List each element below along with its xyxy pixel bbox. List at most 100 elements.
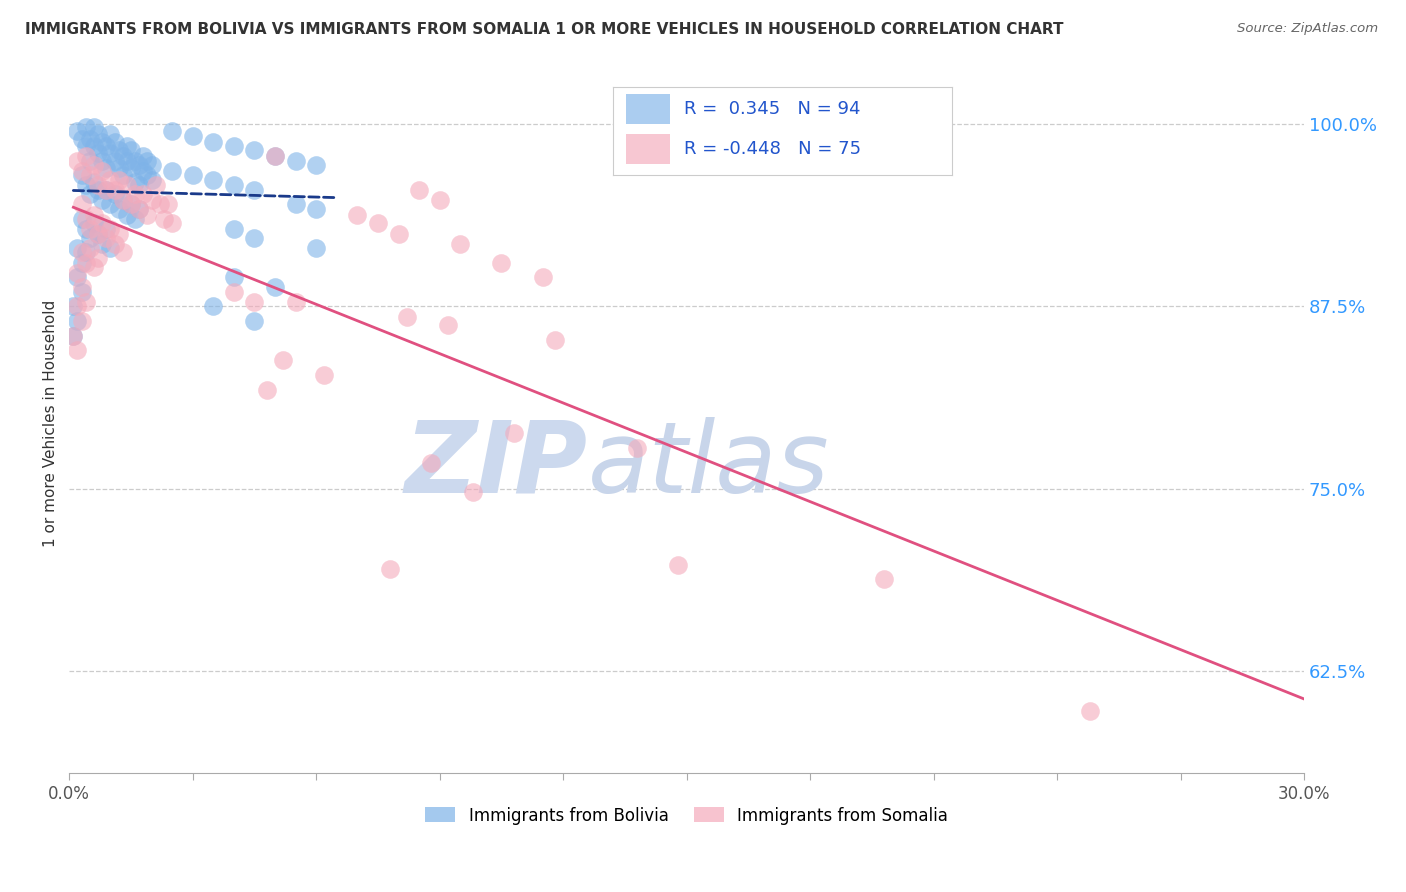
Point: [75, 245, 97, 260]
Point: [284, 295, 307, 310]
Point: [103, 153, 125, 168]
Point: [264, 280, 287, 294]
Point: [75, 139, 97, 153]
Point: [124, 153, 146, 168]
Point: [271, 353, 294, 368]
Point: [83, 216, 105, 230]
Point: [668, 558, 690, 572]
Point: [107, 161, 129, 175]
Point: [75, 222, 97, 236]
Point: [70, 163, 93, 178]
Point: [1078, 704, 1101, 718]
Text: atlas: atlas: [588, 417, 830, 514]
Point: [132, 187, 155, 202]
Point: [70, 245, 93, 260]
Point: [115, 208, 138, 222]
Point: [70, 131, 93, 145]
Point: [264, 149, 287, 163]
Point: [202, 135, 225, 149]
Point: [83, 260, 105, 274]
Point: [79, 131, 101, 145]
Text: Source: ZipAtlas.com: Source: ZipAtlas.com: [1237, 22, 1378, 36]
Point: [157, 197, 180, 211]
Point: [100, 241, 122, 255]
Point: [83, 208, 105, 222]
Point: [96, 161, 118, 175]
Point: [120, 197, 142, 211]
Point: [145, 178, 167, 193]
Point: [128, 202, 150, 216]
Point: [103, 236, 125, 251]
Point: [160, 216, 183, 230]
Point: [136, 168, 159, 182]
Point: [449, 236, 471, 251]
Point: [62, 328, 84, 343]
Point: [531, 270, 554, 285]
Point: [87, 227, 110, 241]
Text: ZIP: ZIP: [405, 417, 588, 514]
Point: [96, 139, 118, 153]
Point: [132, 163, 155, 178]
Point: [87, 252, 110, 266]
Point: [75, 120, 97, 134]
Y-axis label: 1 or more Vehicles in Household: 1 or more Vehicles in Household: [44, 300, 58, 547]
Point: [243, 314, 266, 328]
Legend: Immigrants from Bolivia, Immigrants from Somalia: Immigrants from Bolivia, Immigrants from…: [426, 806, 948, 824]
Point: [120, 161, 142, 175]
Point: [70, 255, 93, 269]
Point: [222, 178, 245, 193]
Point: [79, 168, 101, 182]
Point: [75, 178, 97, 193]
Point: [408, 183, 430, 197]
Point: [83, 120, 105, 134]
Point: [100, 146, 122, 161]
Point: [87, 183, 110, 197]
Point: [141, 193, 163, 207]
Point: [79, 222, 101, 236]
Point: [491, 255, 513, 269]
Point: [256, 383, 278, 397]
Point: [75, 211, 97, 226]
Point: [243, 295, 266, 310]
Point: [120, 144, 142, 158]
Point: [437, 318, 460, 333]
Point: [91, 163, 114, 178]
Point: [124, 176, 146, 190]
Point: [100, 128, 122, 142]
Point: [202, 300, 225, 314]
Point: [305, 202, 328, 216]
Point: [66, 153, 89, 168]
Point: [461, 484, 484, 499]
Point: [181, 128, 204, 143]
Point: [66, 343, 89, 358]
Point: [626, 441, 648, 455]
Point: [91, 193, 114, 207]
Point: [305, 158, 328, 172]
Point: [87, 128, 110, 142]
Point: [75, 149, 97, 163]
Point: [544, 333, 567, 347]
Point: [96, 231, 118, 245]
Point: [222, 285, 245, 299]
Point: [115, 139, 138, 153]
Point: [420, 456, 443, 470]
Point: [346, 208, 368, 222]
Point: [243, 231, 266, 245]
Point: [107, 172, 129, 186]
Point: [367, 216, 389, 230]
Point: [70, 314, 93, 328]
Point: [284, 153, 307, 168]
Point: [87, 227, 110, 241]
Point: [314, 368, 336, 382]
Point: [87, 146, 110, 161]
Point: [873, 572, 896, 586]
Point: [79, 241, 101, 255]
Point: [91, 236, 114, 251]
Point: [100, 197, 122, 211]
Point: [91, 153, 114, 168]
Point: [103, 183, 125, 197]
Point: [75, 295, 97, 310]
Point: [83, 176, 105, 190]
Point: [87, 178, 110, 193]
Point: [107, 227, 129, 241]
